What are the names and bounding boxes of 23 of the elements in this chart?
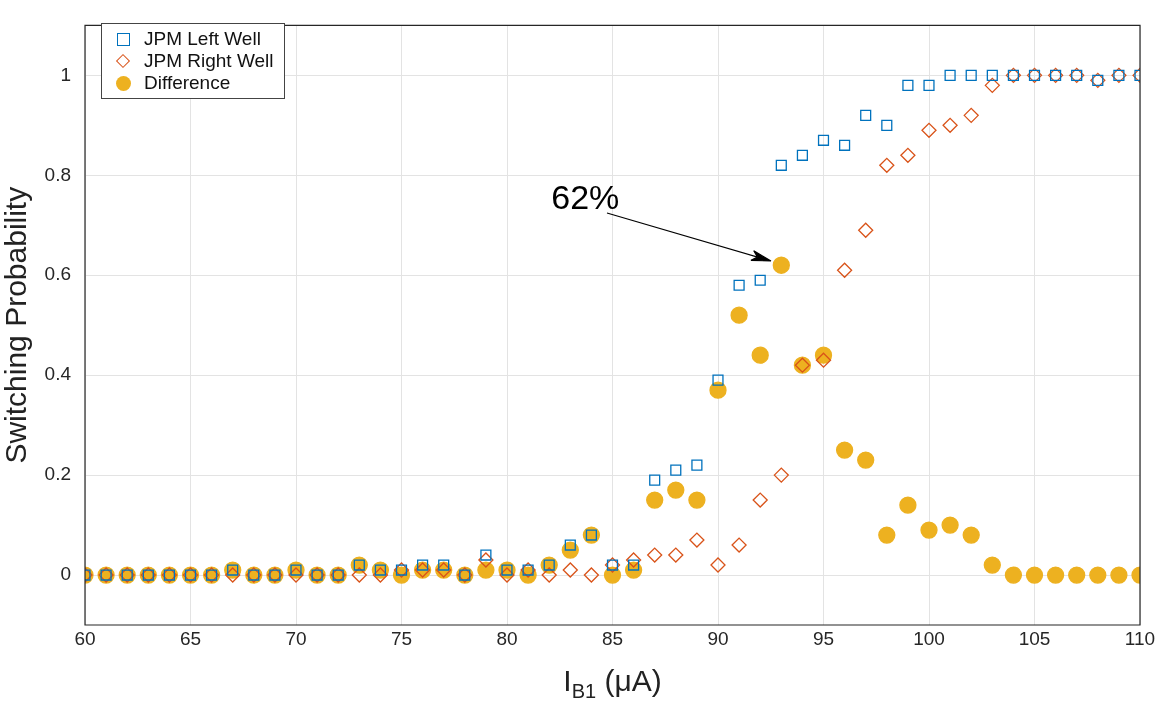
annotation: 62% — [551, 178, 620, 217]
x-tick-label: 65 — [179, 627, 202, 649]
legend-label: JPM Right Well — [144, 50, 274, 72]
x-tick-label: 75 — [390, 627, 413, 649]
x-tick-label: 100 — [913, 627, 945, 649]
x-tick-label: 105 — [1018, 627, 1051, 649]
x-tick-label: 70 — [285, 627, 307, 649]
x-tick-label: 110 — [1124, 627, 1156, 649]
y-tick-label: 0 — [60, 563, 71, 585]
x-tick-label: 95 — [812, 627, 835, 649]
y-tick-label: 0.6 — [44, 263, 71, 285]
x-tick-label: 85 — [601, 627, 624, 649]
y-tick-label: 0.8 — [44, 163, 71, 185]
x-tick-label: 60 — [74, 627, 96, 649]
x-tick-label: 90 — [707, 627, 729, 649]
y-tick-label: 0.4 — [44, 363, 72, 385]
legend-label: JPM Left Well — [144, 28, 261, 50]
y-tick-label: 0.2 — [44, 463, 71, 485]
x-axis-title: I$_{B1}$ (μA) — [562, 664, 663, 703]
y-tick-label: 1 — [60, 63, 71, 85]
legend-label: Difference — [144, 72, 231, 94]
x-tick-label: 80 — [496, 627, 518, 649]
y-axis-title: Switching Probability — [0, 186, 33, 464]
